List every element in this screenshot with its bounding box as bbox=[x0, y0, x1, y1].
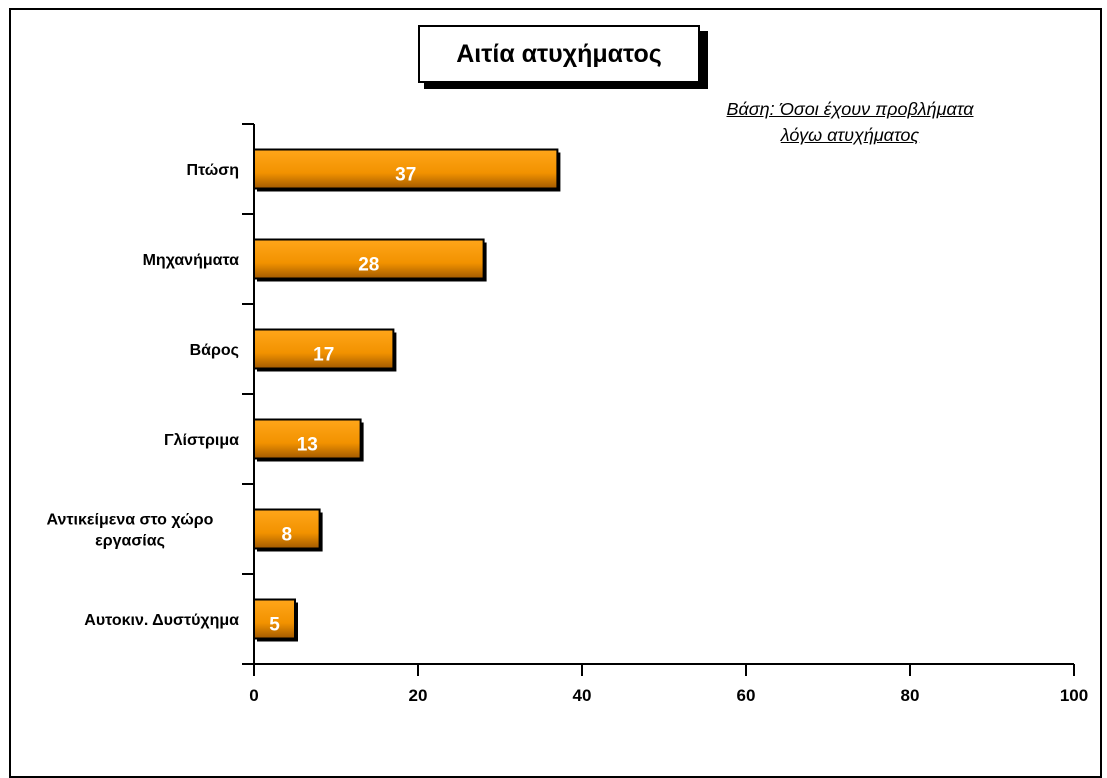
category-label: εργασίας bbox=[95, 533, 165, 550]
category-label: Αντικείμενα στο χώρο bbox=[47, 512, 214, 529]
axes bbox=[242, 123, 1075, 676]
category-label: Πτώση bbox=[187, 162, 239, 179]
chart-subtitle: Βάση: Όσοι έχουν προβλήματα λόγω ατυχήμα… bbox=[660, 96, 1040, 148]
bar bbox=[253, 148, 559, 190]
bar bbox=[253, 598, 296, 640]
chart-frame bbox=[9, 8, 1102, 778]
bar bbox=[253, 238, 485, 280]
x-tick-label: 100 bbox=[1060, 686, 1088, 705]
data-label: 28 bbox=[358, 255, 379, 276]
data-label: 17 bbox=[313, 345, 334, 366]
bar bbox=[253, 508, 321, 550]
category-labels: Πτώση Μηχανήματα Βάρος Γλίστριμα Αντικείμενα… bbox=[47, 162, 240, 629]
chart-title: Αιτία ατυχήματος bbox=[456, 39, 662, 68]
data-label: 13 bbox=[297, 435, 318, 456]
x-tick-label: 80 bbox=[901, 686, 920, 705]
bar bbox=[253, 418, 362, 460]
bar bbox=[253, 328, 395, 370]
x-tick-label: 0 bbox=[249, 686, 258, 705]
data-label: 8 bbox=[282, 525, 293, 546]
x-tick-labels: 0 20 40 60 80 100 bbox=[249, 686, 1088, 705]
x-tick-label: 40 bbox=[573, 686, 592, 705]
bars bbox=[253, 148, 561, 642]
title-box: Αιτία ατυχήματος bbox=[418, 25, 700, 83]
data-labels: 37 28 17 13 8 5 bbox=[269, 165, 416, 636]
x-tick-label: 20 bbox=[409, 686, 428, 705]
subtitle-line-2: λόγω ατυχήματος bbox=[780, 125, 920, 145]
x-tick-label: 60 bbox=[737, 686, 756, 705]
data-label: 5 bbox=[269, 615, 280, 636]
subtitle-line-1: Βάση: Όσοι έχουν προβλήματα bbox=[726, 99, 974, 119]
category-label: Μηχανήματα bbox=[143, 252, 240, 269]
category-label: Γλίστριμα bbox=[164, 432, 239, 449]
category-label: Αυτοκιν. Δυστύχημα bbox=[84, 612, 239, 629]
data-label: 37 bbox=[395, 165, 416, 186]
category-label: Βάρος bbox=[190, 342, 239, 359]
